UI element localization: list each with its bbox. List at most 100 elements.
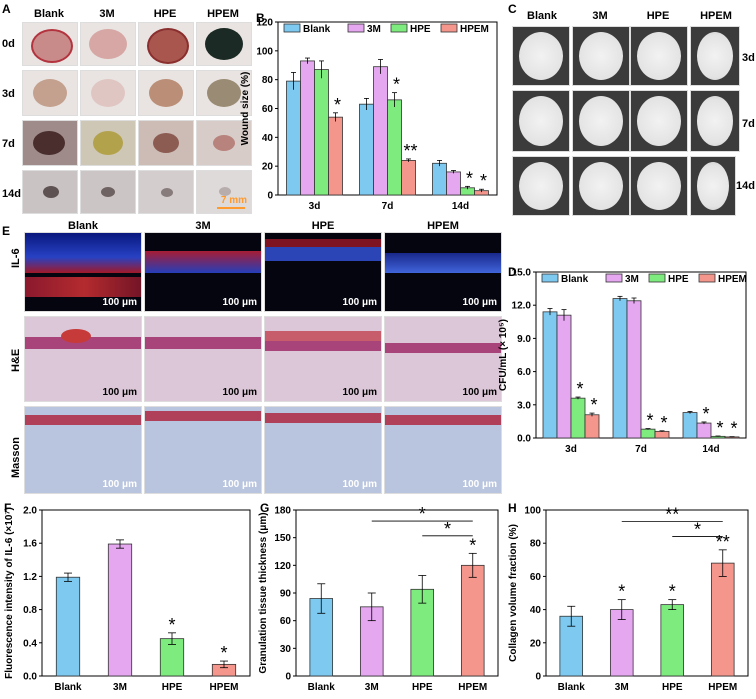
significance-star: * [168,615,175,635]
significance-star: * [590,395,597,415]
wound-photo [22,70,78,116]
scale-label: 100 μm [222,479,257,490]
wound-photo [80,170,136,214]
y-tick-label: 20 [530,638,542,649]
scale-label: 100 μm [102,297,137,308]
y-tick-label: 180 [274,506,291,517]
bar-hpe [314,69,329,196]
legend-label: 3M [367,24,381,35]
agar-plate [512,156,570,216]
scale-label: 100 μm [342,479,377,490]
y-tick-label: 40 [262,133,274,144]
plot-frame [545,509,749,677]
panel-label: H [508,501,517,515]
scale-label: 100 μm [462,387,497,398]
y-tick-label: 0 [267,191,273,202]
panel-e-col-blank: Blank [68,220,98,232]
bar-blank [612,298,628,439]
y-tick-label: 0 [535,672,541,683]
x-tick-label: HPE [162,682,183,693]
significance-star: * [466,168,473,188]
significance-star: * [480,171,487,191]
agar-plate [690,26,740,86]
y-tick-label: 80 [262,75,274,86]
panel-e-col-hpem: HPEM [427,220,459,232]
masson-image: 100 μm [24,406,142,494]
y-tick-label: 150 [274,533,291,544]
agar-plate [690,90,740,152]
x-tick-label: Blank [54,682,82,693]
x-tick-label: 3d [309,201,321,212]
panel-label: D [508,265,517,279]
y-tick-label: 100 [256,46,273,57]
bar-hpe [570,397,586,439]
panel-e-label: E [2,224,11,238]
bar-hpem [328,116,343,196]
panel-c-row-14d: 14d [736,180,755,192]
x-tick-label: 14d [452,201,469,212]
x-tick-label: HPEM [210,682,239,693]
bar-blank [55,576,81,677]
panel-label: G [260,501,269,515]
panel-c-col-3m: 3M [592,10,608,22]
y-tick-label: 100 [524,506,541,517]
x-tick-label: HPEM [458,682,487,693]
scale-label: 100 μm [222,387,257,398]
bar-hpem [401,159,416,196]
agar-plate [572,90,630,152]
wound-photo [196,22,252,66]
x-tick-label: 3M [113,682,127,693]
significance-label: ** [665,505,679,525]
masson-image: 100 μm [144,406,262,494]
panel-a-row-3d: 3d [2,88,15,100]
scale-label: 100 μm [462,479,497,490]
bar-3m [300,60,315,196]
y-axis-label: CFU/mL (× 10⁵) [498,319,509,391]
y-tick-label: 3.0 [517,400,531,411]
legend-label: HPEM [460,24,489,35]
panel-a-label: A [2,2,11,16]
scale-label: 100 μm [342,297,377,308]
x-tick-label: 3M [615,682,629,693]
y-axis-label: Wound size (%) [240,72,251,146]
significance-star: * [220,643,227,663]
y-axis-label: Granulation tissue thickness (μm) [258,512,269,673]
agar-plate [630,26,688,86]
x-tick-label: 3M [365,682,379,693]
panel-c-col-blank: Blank [527,10,557,22]
bar-blank [682,412,698,439]
wound-photo [138,22,194,66]
wound-photo [22,22,78,66]
bar-hpem [460,564,485,677]
plot-frame [41,509,251,677]
y-tick-label: 90 [280,589,292,600]
panel-c-col-hpe: HPE [646,10,670,22]
panel-a-row-14d: 14d [2,188,21,200]
panel-e-col-3m: 3M [195,220,211,232]
y-tick-label: 30 [280,644,292,655]
significance-star: ** [716,532,730,552]
panel-a-row-7d: 7d [2,138,15,150]
wound-photo [138,70,194,116]
bar-hpe [660,604,685,677]
agar-plate [512,90,570,152]
y-axis-label: Fluorescence intensity of IL-6 (×10⁷) [4,507,15,679]
he-image: 100 μm [24,316,142,402]
panel-a-col-blank: Blank [34,8,64,20]
masson-image: 100 μm [384,406,502,494]
y-tick-label: 12.0 [512,301,532,312]
x-tick-label: 7d [382,201,394,212]
he-image: 100 μm [384,316,502,402]
y-axis-label: Collagen volume fraction (%) [508,524,519,662]
y-tick-label: 60 [530,572,542,583]
legend-swatch [347,23,365,33]
significance-star: * [716,418,723,438]
significance-star: ** [403,141,417,161]
bar-3m [107,543,133,677]
il6-image: 100 μm [264,232,382,312]
panel-a-col-3m: 3M [99,8,115,20]
bar-hpe [387,99,402,196]
scale-label: 100 μm [102,479,137,490]
he-image: 100 μm [144,316,262,402]
panel-a-col-hpem: HPEM [207,8,239,20]
